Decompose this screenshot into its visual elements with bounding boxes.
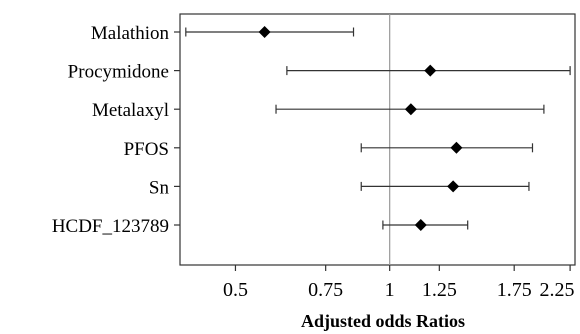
category-label: Sn [149,177,170,198]
estimate-row: Sn [149,177,530,198]
estimate-row: PFOS [124,139,534,160]
category-label: Metalaxyl [92,100,169,121]
point-estimate-marker [258,26,271,38]
x-tick-label: 1.25 [422,279,457,301]
x-tick-label: 0.5 [223,279,248,301]
point-estimate-marker [404,103,417,116]
x-axis: 0.5 0.75 1 1.25 1.75 2.25 [223,265,575,301]
x-tick-label: 2.25 [540,279,575,301]
estimates: Malathion Procymidone Metalaxyl PFOS Sn HCDF_… [52,23,571,237]
x-tick-label: 1 [385,279,395,301]
category-label: Procymidone [68,62,169,83]
plot-frame [179,13,576,266]
estimate-row: Procymidone [68,62,571,83]
point-estimate-marker [414,219,427,231]
x-tick-label: 0.75 [308,279,343,301]
estimate-row: Metalaxyl [92,100,545,121]
point-estimate-marker [447,180,460,193]
category-label: PFOS [124,139,169,160]
category-label: HCDF_123789 [52,216,169,237]
estimate-row: Malathion [91,23,355,44]
estimate-row: HCDF_123789 [52,216,469,237]
x-axis-title: Adjusted odds Ratios [301,311,465,331]
category-label: Malathion [91,23,170,44]
x-tick-label: 1.75 [497,279,532,301]
point-estimate-marker [450,141,463,154]
point-estimate-marker [424,64,437,77]
